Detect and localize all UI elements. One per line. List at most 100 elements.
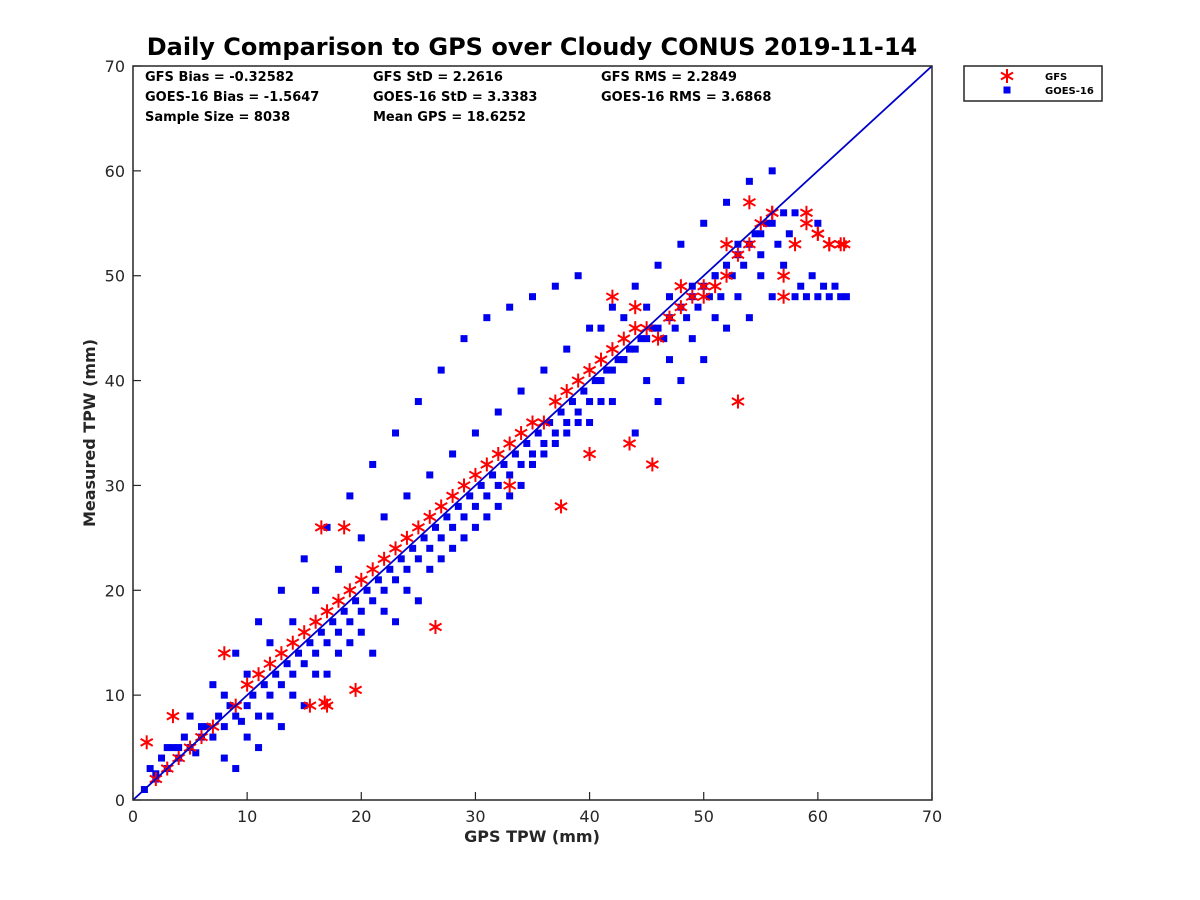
chart-title: Daily Comparison to GPS over Cloudy CONU… bbox=[147, 33, 918, 61]
data-point bbox=[540, 439, 548, 447]
data-point bbox=[605, 289, 619, 304]
data-point bbox=[283, 660, 291, 668]
data-point bbox=[334, 565, 342, 573]
data-point bbox=[329, 618, 337, 626]
data-point bbox=[814, 219, 822, 227]
data-point bbox=[343, 583, 357, 598]
y-tick-label: 50 bbox=[105, 267, 125, 286]
data-point bbox=[768, 167, 776, 175]
data-point bbox=[303, 698, 317, 713]
data-point bbox=[731, 247, 745, 262]
x-tick-label: 40 bbox=[579, 807, 599, 826]
data-point bbox=[734, 293, 742, 301]
data-point bbox=[309, 614, 323, 629]
data-point bbox=[346, 639, 354, 647]
data-point bbox=[272, 670, 280, 678]
data-point bbox=[628, 321, 642, 336]
data-point bbox=[277, 681, 285, 689]
data-point bbox=[617, 331, 631, 346]
data-point bbox=[529, 450, 536, 458]
data-point bbox=[446, 488, 460, 503]
data-point bbox=[203, 723, 211, 731]
data-point bbox=[175, 744, 183, 752]
data-point bbox=[551, 282, 559, 290]
data-point bbox=[506, 492, 514, 500]
data-point bbox=[740, 261, 748, 269]
data-point bbox=[620, 314, 628, 322]
data-point bbox=[719, 268, 734, 283]
data-point bbox=[605, 342, 619, 357]
data-point bbox=[477, 481, 485, 489]
data-point bbox=[597, 324, 605, 332]
data-point bbox=[289, 618, 297, 626]
data-point bbox=[791, 209, 799, 217]
data-point bbox=[354, 572, 368, 587]
data-point bbox=[557, 408, 565, 416]
data-point bbox=[842, 293, 850, 301]
data-point bbox=[768, 293, 776, 301]
data-point bbox=[220, 691, 228, 699]
data-marks bbox=[140, 167, 851, 794]
data-point bbox=[626, 345, 634, 353]
data-point bbox=[289, 670, 297, 678]
data-point bbox=[785, 230, 793, 238]
data-point bbox=[346, 618, 354, 626]
data-point bbox=[426, 565, 434, 573]
data-point bbox=[337, 520, 351, 535]
data-point bbox=[320, 604, 334, 619]
data-point bbox=[468, 467, 482, 482]
data-point bbox=[494, 481, 502, 489]
data-point bbox=[460, 335, 468, 343]
x-tick-label: 50 bbox=[694, 807, 714, 826]
stat-annotation: GOES-16 Bias = -1.5647 bbox=[145, 90, 319, 105]
data-point bbox=[312, 649, 320, 657]
data-point bbox=[454, 502, 462, 510]
data-point bbox=[340, 607, 348, 615]
data-point bbox=[480, 457, 494, 472]
data-point bbox=[711, 272, 719, 280]
data-point bbox=[620, 356, 628, 364]
data-point bbox=[323, 670, 331, 678]
data-point bbox=[318, 695, 332, 710]
plot-area-frame bbox=[132, 65, 933, 801]
data-point bbox=[723, 198, 731, 206]
data-point bbox=[745, 314, 753, 322]
data-point bbox=[719, 237, 734, 252]
data-point bbox=[563, 419, 571, 427]
data-point bbox=[312, 670, 320, 678]
data-point bbox=[700, 356, 708, 364]
data-point bbox=[583, 363, 597, 378]
data-point bbox=[788, 237, 802, 252]
data-point bbox=[517, 460, 525, 468]
data-point bbox=[317, 628, 325, 636]
data-point bbox=[820, 282, 828, 290]
data-point bbox=[260, 681, 268, 689]
data-point bbox=[471, 429, 479, 437]
data-point bbox=[628, 300, 642, 315]
data-point bbox=[637, 335, 645, 343]
x-axis-ticks: 0 10 20 30 40 50 60 70 bbox=[128, 792, 942, 826]
data-point bbox=[457, 478, 471, 493]
legend-label: GOES-16 bbox=[1045, 86, 1094, 97]
data-point bbox=[431, 523, 439, 531]
data-point bbox=[511, 450, 519, 458]
data-point bbox=[286, 635, 300, 650]
data-point bbox=[665, 356, 673, 364]
stat-annotation: GOES-16 StD = 3.3383 bbox=[373, 90, 537, 105]
data-point bbox=[506, 303, 514, 311]
x-tick-label: 70 bbox=[922, 807, 942, 826]
data-point bbox=[586, 419, 594, 427]
data-point bbox=[489, 471, 497, 479]
data-point bbox=[414, 597, 422, 605]
data-point bbox=[503, 436, 517, 451]
data-point bbox=[374, 576, 382, 584]
data-point bbox=[514, 426, 528, 440]
data-point bbox=[614, 356, 622, 364]
data-point bbox=[357, 534, 365, 542]
x-tick-label: 60 bbox=[808, 807, 828, 826]
data-point bbox=[215, 712, 223, 720]
data-point bbox=[534, 429, 542, 437]
data-point bbox=[494, 408, 502, 416]
data-point bbox=[483, 314, 491, 322]
